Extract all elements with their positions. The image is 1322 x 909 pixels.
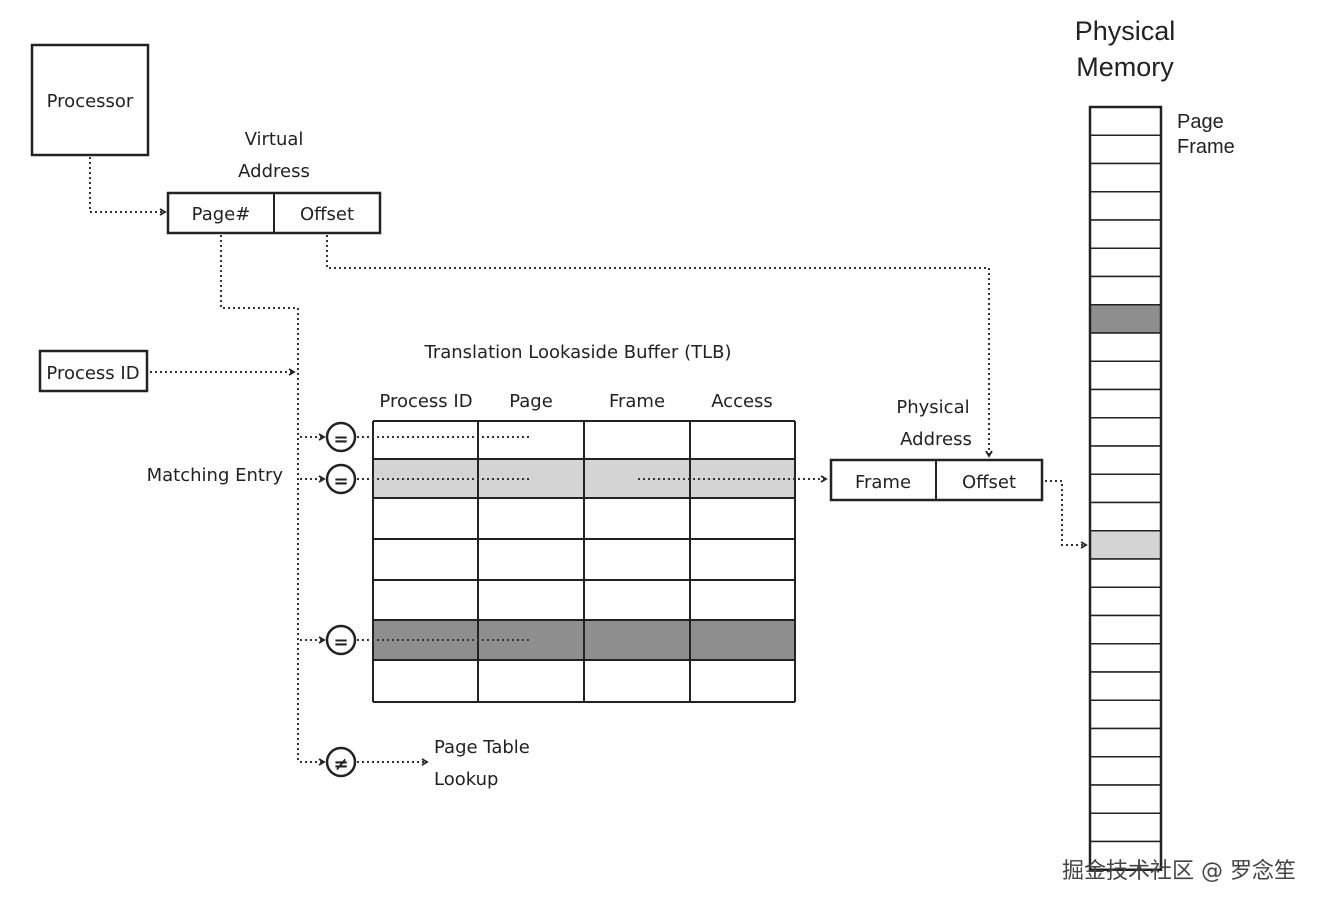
page-frame (1089, 191, 1162, 221)
physical-memory-title-1: Physical (1075, 16, 1176, 46)
tlb-title: Translation Lookaside Buffer (TLB) (423, 342, 731, 363)
page-frame (1089, 106, 1162, 136)
physical-memory-title-2: Memory (1076, 52, 1174, 82)
va-page-field: Page# (192, 204, 251, 225)
process-id-box: Process ID (38, 349, 149, 393)
page-frame (1089, 501, 1162, 532)
page-frame (1089, 727, 1162, 758)
pa-frame-field: Frame (855, 472, 911, 493)
page-frame (1089, 671, 1162, 701)
page-frame (1089, 756, 1162, 786)
not-equal-comparator-icon (325, 746, 357, 778)
page-frame (1089, 643, 1162, 673)
page-frame (1089, 388, 1162, 419)
page-frame (1089, 784, 1162, 814)
page-frame (1089, 530, 1162, 560)
processor-box: Processor (30, 43, 150, 157)
processor-label: Processor (47, 91, 134, 112)
virtual-address-title-2: Address (238, 161, 310, 182)
comparator-symbol: = (333, 471, 348, 492)
virtual-address-box: Page# Offset (166, 191, 382, 235)
va-offset-field: Offset (300, 204, 354, 225)
page-frame-label-2: Frame (1177, 136, 1235, 158)
page-frame (1089, 275, 1162, 306)
equal-comparator-icon (325, 463, 357, 495)
comparators: = = = ≠ (300, 421, 530, 778)
watermark: 掘金技术社区 @ 罗念笙 (1062, 859, 1296, 884)
tlb-col-process-id: Process ID (379, 391, 472, 412)
processor-to-va-connector (89, 157, 167, 216)
page-frame (1089, 247, 1162, 278)
equal-comparator-icon (325, 624, 357, 656)
page-frame-label-1: Page (1177, 111, 1224, 133)
page-table-lookup-2: Lookup (434, 769, 498, 790)
physical-address-title-1: Physical (896, 397, 969, 418)
page-frame (1089, 473, 1162, 504)
page-frame (1089, 840, 1162, 871)
physical-address-title-2: Address (900, 429, 972, 450)
page-frame (1089, 812, 1162, 843)
physical-memory-column (1088, 105, 1163, 871)
page-frame (1089, 162, 1162, 193)
page-frame (1089, 445, 1162, 475)
physical-address-box: Frame Offset (829, 458, 1044, 502)
offset-connector (326, 235, 993, 458)
page-number-bus (220, 235, 299, 762)
tlb-col-access: Access (711, 391, 773, 412)
page-frame (1089, 699, 1162, 730)
equal-comparator-icon (325, 421, 357, 453)
tlb-col-frame: Frame (609, 391, 665, 412)
comparator-symbol: ≠ (333, 754, 348, 775)
page-frame (1089, 134, 1162, 165)
page-frame (1089, 219, 1162, 249)
page-frame (1089, 614, 1162, 645)
tlb-col-page: Page (509, 391, 553, 412)
page-frame (1089, 417, 1162, 447)
page-table-lookup-1: Page Table (434, 737, 530, 758)
comparator-symbol: = (333, 429, 348, 450)
physical-to-memory-connector (1045, 480, 1088, 549)
page-frame (1089, 586, 1162, 617)
matching-entry-label: Matching Entry (147, 465, 284, 486)
memory-outline (1088, 105, 1163, 871)
page-frame (1089, 558, 1162, 588)
tlb-table (372, 420, 796, 703)
page-frame (1089, 332, 1162, 362)
page-frame (1089, 360, 1162, 391)
page-frame (1089, 304, 1162, 334)
pa-offset-field: Offset (962, 472, 1016, 493)
comparator-symbol: = (333, 632, 348, 653)
virtual-address-title-1: Virtual (245, 129, 304, 150)
process-id-label: Process ID (46, 363, 139, 384)
